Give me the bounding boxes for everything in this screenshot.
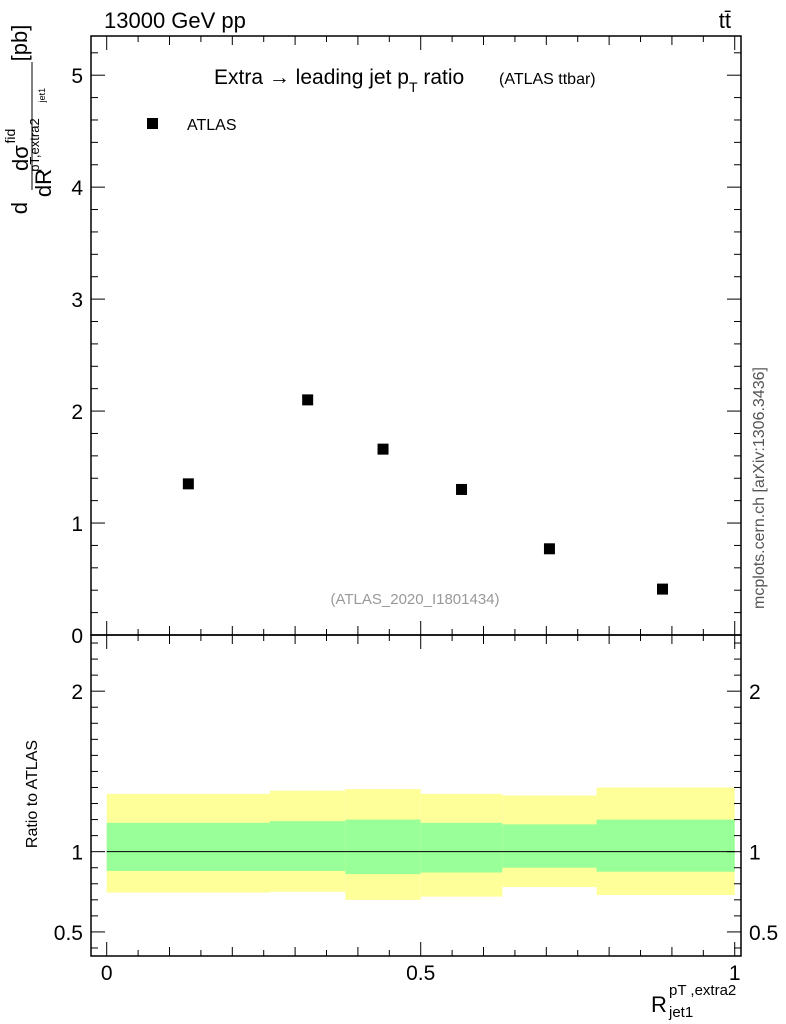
ratio-panel-frame — [90, 634, 742, 957]
green-band-2 — [345, 819, 421, 875]
data-point — [377, 443, 389, 455]
xlabel: R — [651, 992, 667, 1017]
ylabel-den: dR — [31, 169, 56, 197]
ylabel-sup: fid — [2, 129, 18, 144]
title-main: Extra → leading jet p — [214, 66, 409, 89]
data-point — [656, 583, 668, 595]
side-label: mcplots.cern.ch [arXiv:1306.3436] — [751, 367, 768, 609]
ratio-xtick-label: 0 — [101, 962, 113, 985]
title-note: (ATLAS ttbar) — [499, 71, 596, 88]
main-ytick-label: 3 — [71, 289, 83, 312]
ratio-ytick-label-right: 0.5 — [749, 922, 778, 945]
green-band-3 — [420, 822, 503, 873]
ratio-xtick-label: 0.5 — [406, 962, 435, 985]
data-point — [456, 483, 468, 495]
main-ticks: 0 1 2 3 4 5 — [71, 36, 741, 648]
energy-label: 13000 GeV pp — [104, 8, 246, 33]
data-points — [182, 394, 668, 595]
main-ytick-label: 1 — [71, 513, 83, 536]
title-sub: T — [409, 79, 418, 95]
main-ytick-label: 4 — [71, 177, 83, 200]
ratio-ytick-label: 0.5 — [54, 922, 83, 945]
ratio-ytick-label: 2 — [71, 681, 83, 704]
xlabel-sup: pT ,extra2 — [669, 982, 736, 999]
process-label: tt̄ — [719, 8, 731, 33]
ylabel-d: d — [7, 202, 32, 214]
legend-label-atlas: ATLAS — [187, 117, 237, 134]
main-title: Extra → leading jet pT ratio — [214, 66, 464, 95]
title-tail: ratio — [418, 66, 465, 89]
data-point — [302, 394, 314, 406]
ratio-ticks: 0.5 0.5 1 1 2 2 0 0.5 1 — [54, 635, 778, 985]
legend-marker-atlas — [147, 118, 158, 129]
main-ytick-label: 0 — [71, 625, 83, 648]
green-band-4 — [502, 824, 597, 868]
ratio-ytick-label-right: 1 — [749, 842, 761, 865]
ratio-xtick-label: 1 — [729, 962, 741, 985]
main-ylabel: d dR dσ fid pT,extra2 jet1 [pb] — [0, 25, 56, 215]
ratio-ytick-label-right: 2 — [749, 681, 761, 704]
green-band-1 — [269, 821, 346, 871]
ylabel-tiny-sub: jet1 — [37, 88, 47, 104]
analysis-id: (ATLAS_2020_I1801434) — [330, 591, 499, 608]
main-ytick-label: 2 — [71, 401, 83, 424]
green-band-5 — [596, 819, 735, 872]
ylabel-unit: [pb] — [7, 25, 32, 62]
main-ytick-label: 5 — [71, 65, 83, 88]
ratio-ylabel: Ratio to ATLAS — [24, 740, 41, 848]
data-point — [182, 478, 194, 490]
data-point — [543, 543, 555, 555]
ratio-bands — [106, 787, 735, 900]
ylabel-small-sub: pT,extra2 — [27, 118, 42, 171]
xlabel-main: R — [651, 992, 667, 1017]
ratio-ytick-label: 1 — [71, 842, 83, 865]
green-band-0 — [106, 822, 270, 871]
ylabel-num: dσ — [8, 145, 33, 171]
svg-text:d dR dσ fid: d dR dσ fid pT,extra2 jet1 [pb] — [0, 25, 56, 215]
xlabel-sub: jet1 — [668, 1004, 693, 1021]
